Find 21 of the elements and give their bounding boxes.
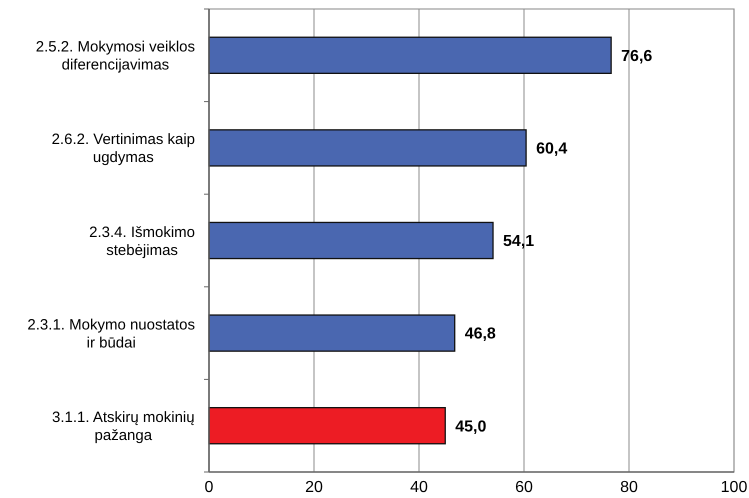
data-label: 54,1 [503,233,534,250]
data-label: 45,0 [455,418,486,436]
data-label: 60,4 [536,140,568,158]
x-tick-label: 20 [305,479,323,496]
x-tick-label: 80 [620,479,638,496]
x-tick-label: 0 [204,479,214,496]
bar [208,36,612,74]
y-tick-label: 2.3.1. Mokymo nuostatos ir būdai [27,316,196,352]
data-label: 76,6 [621,48,652,65]
y-tick-label: 3.1.1. Atskirų mokinių pažanga [52,408,195,444]
bar [208,406,446,444]
bar [208,314,456,352]
bar [208,129,527,167]
bar [208,222,494,260]
y-tick-label: 2.3.4. Išmokimo stebėjimas [89,224,195,259]
x-tick-label: 60 [515,479,533,496]
y-tick-label: 2.5.2. Mokymosi veiklos diferencijavimas [36,38,196,74]
data-label: 46,8 [464,326,496,343]
y-tick-label: 2.6.2. Vertinimas kaip ugdymas [52,131,196,166]
x-tick-label: 100 [720,479,748,496]
x-tick-label: 40 [410,479,428,496]
